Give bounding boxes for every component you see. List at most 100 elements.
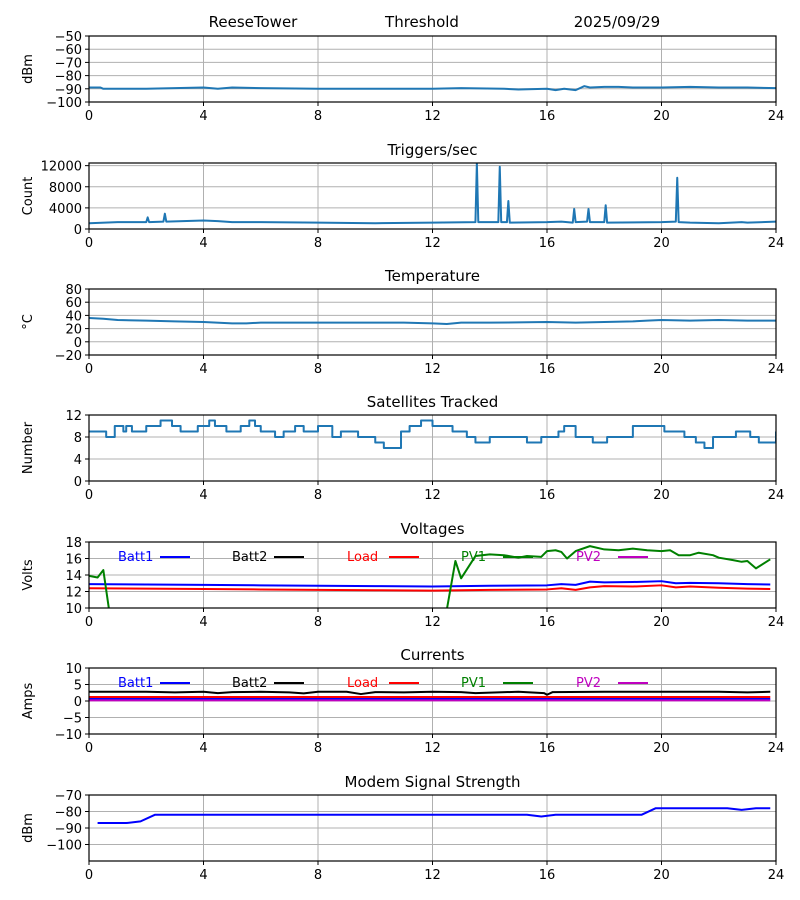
y-tick-label: 14 (65, 569, 82, 584)
x-tick-label: 8 (314, 488, 322, 503)
x-tick-label: 8 (314, 741, 322, 756)
y-tick-label: 60 (65, 296, 82, 311)
y-axis-label: Number (21, 421, 36, 474)
x-tick-label: 0 (85, 236, 93, 251)
x-tick-label: 4 (199, 615, 207, 630)
panel-3: 0 4 8 12 16 20 24 12 8 4 0 Satellites Tracked Number (21, 393, 784, 503)
x-tick-label: 12 (424, 109, 441, 124)
x-tick-label: 16 (539, 109, 556, 124)
series-line-batt1 (89, 580, 771, 588)
y-axis-label: Count (21, 177, 36, 216)
series-line-load (89, 584, 771, 592)
x-tick-label: 24 (768, 741, 785, 756)
series-line-batt2 (89, 690, 771, 696)
y-tick-label: 10 (65, 662, 82, 677)
y-tick-label: 20 (65, 323, 82, 338)
y-tick-label: 0 (74, 223, 82, 238)
y-tick-label: −50 (55, 30, 82, 45)
legend-label-pv1: PV1 (461, 676, 486, 691)
panel-title: Triggers/sec (387, 141, 478, 159)
x-tick-label: 12 (424, 868, 441, 883)
x-tick-label: 0 (85, 488, 93, 503)
panel-title: Modem Signal Strength (345, 773, 521, 791)
legend-label-batt1: Batt1 (118, 676, 153, 691)
x-tick-label: 24 (768, 109, 785, 124)
y-tick-label: −5 (63, 712, 82, 727)
x-tick-label: 12 (424, 488, 441, 503)
series-line-satellites (89, 419, 776, 449)
x-tick-label: 20 (653, 488, 670, 503)
x-tick-label: 16 (539, 615, 556, 630)
axes-frame (88, 414, 777, 482)
y-tick-label: 5 (74, 679, 82, 694)
y-tick-label: −70 (55, 789, 82, 804)
y-axis-label: dBm (21, 813, 36, 843)
y-tick-label: −80 (55, 70, 82, 85)
axes-frame (88, 541, 777, 609)
series-line-temperature (89, 317, 776, 325)
series-group (89, 690, 771, 702)
x-tick-label: 12 (424, 741, 441, 756)
x-tick-label: 4 (199, 741, 207, 756)
x-tick-label: 4 (199, 362, 207, 377)
y-tick-label: 40 (65, 309, 82, 324)
series-group (97, 807, 771, 825)
axes-frame (88, 794, 777, 862)
x-tick-label: 24 (768, 868, 785, 883)
y-tick-label: −90 (55, 83, 82, 98)
y-tick-label: −60 (55, 43, 82, 58)
y-tick-label: 12 (65, 586, 82, 601)
x-tick-label: 20 (653, 615, 670, 630)
x-tick-label: 0 (85, 741, 93, 756)
header-station: ReeseTower (209, 13, 299, 31)
x-tick-label: 0 (85, 362, 93, 377)
legend-label-batt1: Batt1 (118, 550, 153, 565)
y-tick-label: −100 (46, 839, 82, 854)
y-tick-label: 10 (65, 602, 82, 617)
axes-frame (88, 35, 777, 103)
y-tick-label: 0 (74, 695, 82, 710)
x-tick-label: 8 (314, 868, 322, 883)
x-tick-label: 16 (539, 488, 556, 503)
x-tick-label: 0 (85, 109, 93, 124)
legend-label-load: Load (347, 550, 378, 565)
header-date: 2025/09/29 (574, 13, 660, 31)
series-line-threshold (89, 85, 776, 92)
legend-label-pv2: PV2 (576, 676, 601, 691)
legend-label-batt2: Batt2 (232, 676, 267, 691)
y-tick-label: 4000 (49, 202, 82, 217)
x-tick-label: 0 (85, 615, 93, 630)
legend-label-pv1: PV1 (461, 550, 486, 565)
panel-title: Temperature (384, 267, 480, 285)
panel-title: Currents (400, 646, 464, 664)
legend-label-batt2: Batt2 (232, 550, 267, 565)
y-tick-label: −10 (55, 728, 82, 743)
x-tick-label: 12 (424, 615, 441, 630)
y-tick-label: −70 (55, 56, 82, 71)
series-line-triggers (89, 163, 776, 225)
y-tick-label: 8000 (49, 181, 82, 196)
y-tick-label: 12000 (41, 160, 82, 175)
y-tick-label: −100 (46, 96, 82, 111)
x-tick-label: 24 (768, 362, 785, 377)
x-tick-label: 16 (539, 868, 556, 883)
x-tick-label: 8 (314, 615, 322, 630)
x-tick-label: 4 (199, 236, 207, 251)
y-tick-label: −80 (55, 806, 82, 821)
series-group (89, 317, 776, 325)
y-tick-label: 0 (74, 336, 82, 351)
series-group (89, 545, 771, 608)
header-mode: Threshold (384, 13, 459, 31)
axes-frame (88, 288, 777, 356)
axes-frame (88, 667, 777, 735)
series-group (89, 163, 776, 225)
y-tick-label: 80 (65, 283, 82, 298)
x-tick-label: 8 (314, 236, 322, 251)
x-tick-label: 24 (768, 615, 785, 630)
y-tick-label: 0 (74, 475, 82, 490)
x-tick-label: 16 (539, 741, 556, 756)
y-tick-label: 8 (74, 431, 82, 446)
